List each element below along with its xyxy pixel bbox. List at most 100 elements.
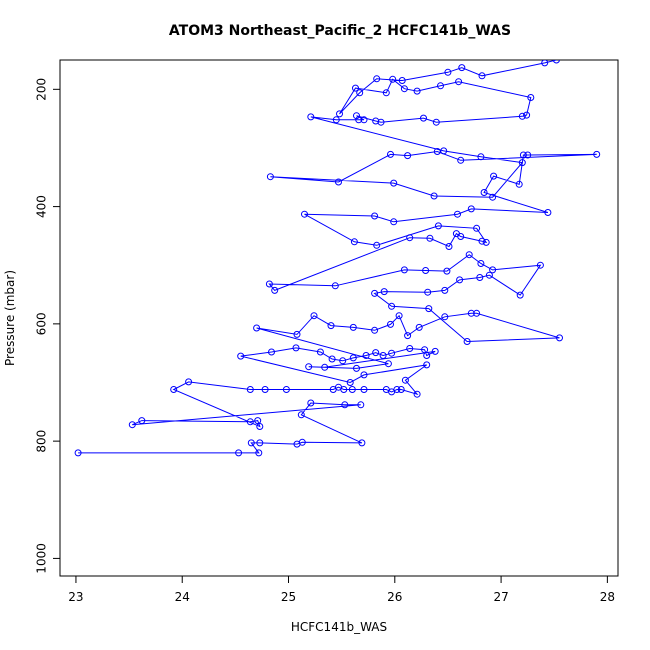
data-point bbox=[456, 276, 464, 284]
data-point bbox=[434, 222, 442, 230]
data-point bbox=[430, 192, 438, 200]
data-point bbox=[331, 282, 339, 290]
data-point bbox=[352, 84, 359, 92]
data-point bbox=[307, 113, 315, 121]
data-point bbox=[489, 193, 497, 201]
data-point bbox=[536, 261, 544, 269]
data-point bbox=[373, 241, 381, 249]
data-point bbox=[413, 390, 421, 398]
data-point bbox=[348, 386, 356, 393]
y-axis-label: Pressure (mbar) bbox=[3, 270, 17, 366]
data-point bbox=[423, 352, 431, 359]
data-point bbox=[128, 421, 136, 429]
data-point bbox=[387, 150, 394, 158]
data-point bbox=[467, 309, 475, 317]
data-point bbox=[170, 386, 178, 393]
data-point bbox=[328, 355, 336, 363]
data-point bbox=[382, 89, 390, 97]
data-point bbox=[373, 75, 381, 83]
data-point bbox=[389, 75, 397, 83]
data-point bbox=[355, 116, 363, 124]
data-point bbox=[266, 173, 274, 181]
data-point bbox=[482, 238, 490, 246]
series-line bbox=[78, 60, 597, 454]
x-axis-label: HCFC141b_WAS bbox=[291, 620, 387, 634]
data-point bbox=[490, 172, 498, 180]
data-point bbox=[282, 386, 290, 393]
data-point bbox=[397, 386, 405, 393]
data-point bbox=[377, 118, 385, 126]
data-point bbox=[515, 180, 523, 188]
data-point bbox=[261, 386, 269, 393]
data-point bbox=[371, 326, 379, 334]
x-tick-label: 24 bbox=[175, 590, 190, 604]
data-point bbox=[305, 363, 313, 371]
data-point bbox=[360, 371, 368, 379]
data-point bbox=[253, 324, 261, 332]
data-point bbox=[420, 114, 427, 122]
data-point bbox=[362, 352, 370, 359]
data-point bbox=[246, 386, 254, 393]
data-point bbox=[360, 116, 368, 124]
data-point bbox=[400, 266, 408, 274]
data-point bbox=[271, 286, 279, 294]
data-point bbox=[426, 234, 434, 242]
data-point bbox=[480, 189, 488, 196]
x-tick-label: 23 bbox=[68, 590, 83, 604]
y-tick-label: 800 bbox=[35, 430, 49, 453]
data-point bbox=[593, 150, 601, 158]
data-point bbox=[523, 111, 531, 119]
x-tick-label: 26 bbox=[387, 590, 402, 604]
data-point bbox=[254, 417, 262, 425]
data-point bbox=[422, 267, 430, 274]
data-point bbox=[423, 361, 431, 369]
data-point bbox=[473, 224, 481, 232]
data-point bbox=[310, 312, 318, 320]
data-point bbox=[432, 118, 440, 126]
data-point bbox=[478, 237, 486, 245]
data-point bbox=[349, 323, 357, 331]
data-point bbox=[297, 411, 305, 419]
data-point bbox=[336, 110, 343, 118]
data-point bbox=[332, 116, 340, 124]
data-point bbox=[476, 274, 484, 281]
x-axis: 23 24 25 26 27 28 bbox=[68, 576, 615, 604]
data-point bbox=[473, 309, 481, 317]
data-point bbox=[478, 72, 486, 80]
data-point bbox=[398, 77, 406, 84]
data-point bbox=[465, 251, 473, 259]
data-point bbox=[424, 288, 432, 296]
data-point bbox=[74, 449, 82, 457]
data-point bbox=[360, 386, 368, 393]
data-point bbox=[477, 153, 485, 161]
data-point bbox=[246, 418, 254, 426]
data-point bbox=[445, 243, 453, 250]
data-point bbox=[415, 323, 423, 331]
data-point bbox=[467, 205, 475, 213]
data-point bbox=[335, 178, 342, 186]
data-point bbox=[441, 286, 449, 294]
data-point bbox=[353, 364, 360, 372]
data-point bbox=[516, 291, 524, 299]
data-point bbox=[390, 179, 398, 187]
data-point bbox=[353, 112, 360, 120]
data-point bbox=[357, 401, 365, 409]
data-point bbox=[404, 332, 412, 340]
data-point bbox=[346, 379, 354, 386]
data-point bbox=[425, 305, 433, 313]
data-point bbox=[437, 82, 444, 90]
data-point bbox=[524, 151, 532, 159]
y-tick-label: 1000 bbox=[35, 543, 49, 574]
data-point bbox=[413, 87, 421, 95]
y-tick-label: 600 bbox=[35, 312, 49, 335]
y-axis: 200 400 600 800 1000 bbox=[35, 78, 60, 574]
data-point bbox=[349, 354, 357, 362]
data-point bbox=[247, 439, 255, 447]
data-point bbox=[477, 260, 485, 267]
x-tick-label: 25 bbox=[281, 590, 296, 604]
data-point bbox=[485, 271, 493, 279]
chart-title: ATOM3 Northeast_Pacific_2 HCFC141b_WAS bbox=[169, 23, 511, 39]
data-point bbox=[371, 212, 379, 220]
data-point bbox=[237, 352, 245, 360]
